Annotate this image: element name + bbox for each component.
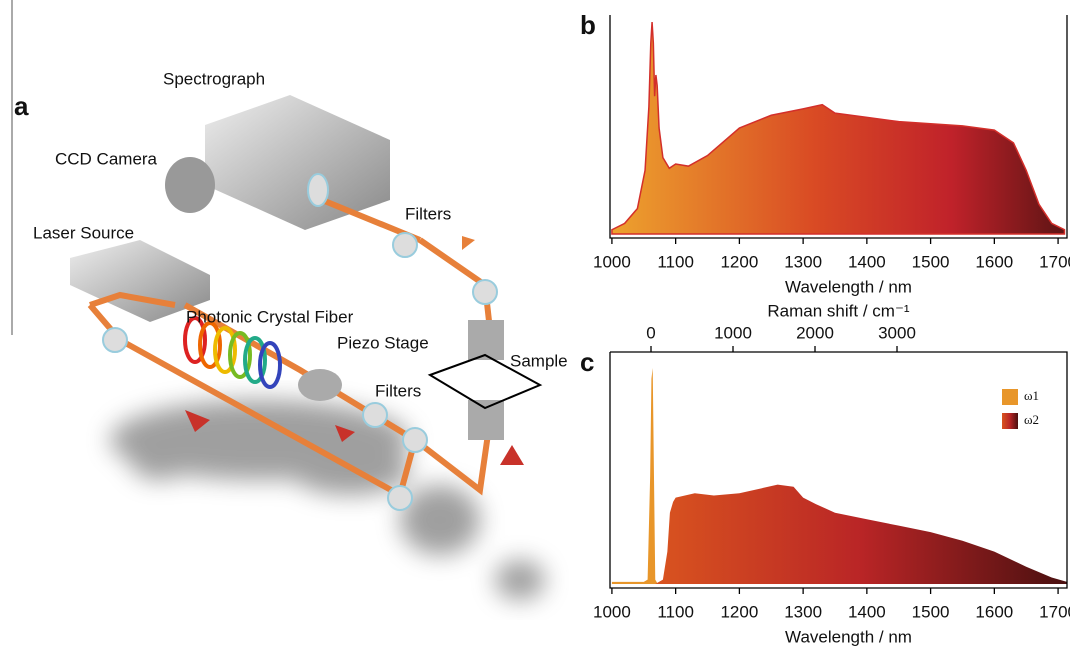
diagram-label: Spectrograph <box>163 69 265 88</box>
beam <box>89 291 176 308</box>
ccd-camera <box>165 157 215 213</box>
area <box>611 21 1066 235</box>
axes <box>609 351 1068 589</box>
diagram: a Spectrograph CCD Camera Filters Laser … <box>11 0 568 600</box>
diagram-label: Photonic Crystal Fiber <box>186 307 354 326</box>
objective <box>468 320 504 360</box>
x-tick-label: 1400 <box>848 602 886 621</box>
x2-tick-label: 0 <box>646 323 655 342</box>
x-tick-label: 1000 <box>593 602 631 621</box>
x-tick-label: 1000 <box>593 252 631 271</box>
fiber-coil <box>183 316 282 389</box>
arrows <box>185 236 524 465</box>
x-tick-label: 1500 <box>912 602 950 621</box>
diagram-label: Sample <box>510 351 568 370</box>
panel-label: b <box>580 10 596 40</box>
legend-label: ω2 <box>1024 412 1039 427</box>
x-tick-label: 1500 <box>912 252 950 271</box>
x-tick-label: 1200 <box>720 252 758 271</box>
objective <box>468 400 504 440</box>
x-axis-label: Wavelength / nm <box>785 627 912 646</box>
x-tick-label: 1400 <box>848 252 886 271</box>
spectrograph <box>205 95 390 230</box>
x-tick-label: 1100 <box>657 252 694 271</box>
panel-label: c <box>580 347 594 377</box>
x-tick-label: 1600 <box>975 252 1013 271</box>
x-tick-label: 1200 <box>720 602 758 621</box>
x-tick-label: 1100 <box>657 602 694 621</box>
diagram-label: Piezo Stage <box>337 333 429 352</box>
x-tick-label: 1700 <box>1039 602 1070 621</box>
x2-tick-label: 3000 <box>878 323 916 342</box>
diagram-label: Laser Source <box>33 223 134 242</box>
diagram-label: CCD Camera <box>55 149 158 168</box>
lens <box>298 369 342 401</box>
mirrors <box>102 173 498 511</box>
x-tick-label: 1700 <box>1039 252 1070 271</box>
x2-axis-label: Raman shift / cm⁻¹ <box>767 301 910 320</box>
x2-tick-label: 2000 <box>796 323 834 342</box>
legend-swatch <box>1002 389 1018 405</box>
x-axis-label: Wavelength / nm <box>785 277 912 296</box>
legend-label: ω1 <box>1024 388 1039 403</box>
legend-swatch <box>1002 413 1018 429</box>
area <box>655 484 1067 584</box>
axes <box>609 15 1068 239</box>
laser-source <box>70 240 210 322</box>
x-tick-label: 1600 <box>975 602 1013 621</box>
diagram-label: Filters <box>375 381 421 400</box>
sample-stage <box>427 353 543 410</box>
x-tick-label: 1300 <box>784 602 822 621</box>
panel-label: a <box>14 91 29 121</box>
diagram-label: Filters <box>405 204 451 223</box>
x2-tick-label: 1000 <box>714 323 752 342</box>
area <box>611 368 658 584</box>
x-tick-label: 1300 <box>784 252 822 271</box>
